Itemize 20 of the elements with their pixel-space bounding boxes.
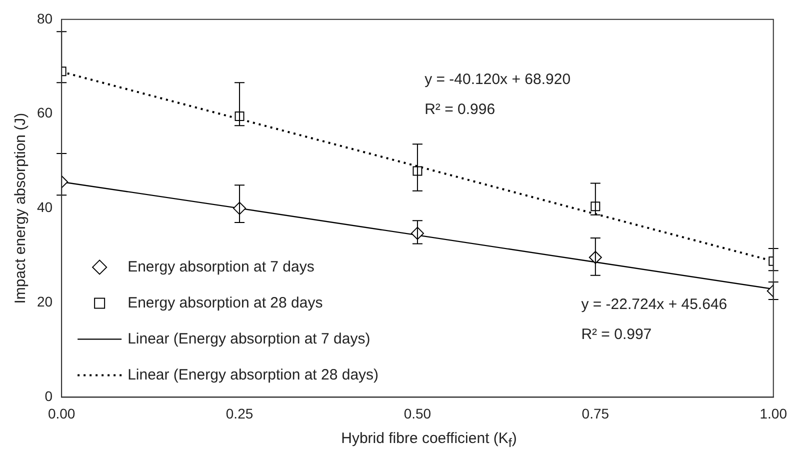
annotation: R² = 0.996 (424, 101, 496, 118)
y-tick-label: 60 (36, 104, 53, 121)
x-tick-label: 1.00 (760, 405, 788, 422)
annotation: y = -40.120x + 68.920 (424, 70, 571, 88)
x-axis-title: Hybrid fibre coefficient (K$_{f}$) (340, 430, 518, 450)
x-tick-label: 0.75 (582, 405, 610, 422)
legend-label: Linear (Energy absorption at 7 days) (128, 330, 370, 348)
x-tick-label: 0.00 (48, 405, 76, 422)
annotation: R² = 0.997 (581, 326, 652, 344)
legend-label: Energy absorption at 28 days (128, 294, 323, 312)
y-axis-title: Impact energy absorption (J) (12, 112, 30, 304)
y-tick-label: 20 (36, 294, 53, 310)
y-tick-label: 0 (44, 388, 53, 404)
legend-label: Energy absorption at 7 days (128, 258, 314, 276)
x-tick-label: 0.25 (226, 405, 254, 422)
annotation: y = -22.724x + 45.646 (581, 296, 728, 313)
y-tick-label: 80 (36, 10, 53, 26)
x-tick-label: 0.50 (404, 405, 432, 422)
y-tick-label: 40 (36, 199, 53, 216)
legend-label: Linear (Energy absorption at 28 days) (128, 366, 379, 384)
